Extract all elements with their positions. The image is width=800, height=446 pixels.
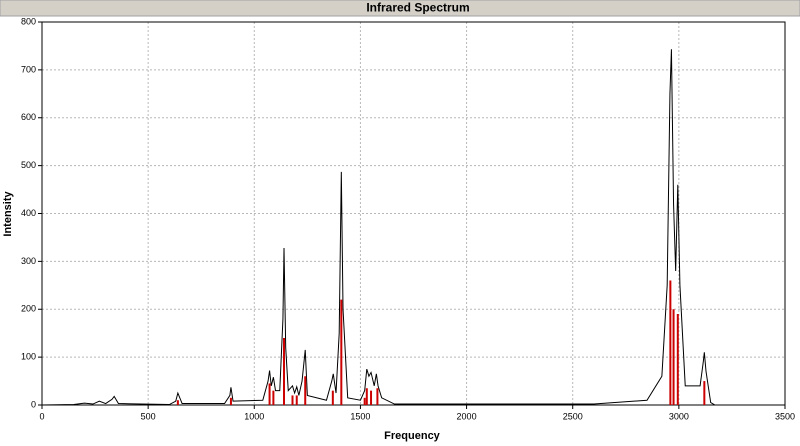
- x-axis-label: Frequency: [384, 430, 441, 442]
- y-tick-label: 600: [21, 112, 36, 122]
- x-tick-label: 500: [141, 411, 156, 421]
- chart-title: Infrared Spectrum: [366, 1, 469, 15]
- x-tick-label: 1500: [350, 411, 370, 421]
- y-tick-label: 300: [21, 256, 36, 266]
- y-tick-label: 200: [21, 304, 36, 314]
- y-tick-label: 400: [21, 208, 36, 218]
- y-tick-label: 700: [21, 64, 36, 74]
- title-bar: [0, 0, 800, 17]
- x-tick-label: 0: [39, 411, 44, 421]
- y-tick-label: 0: [31, 399, 36, 409]
- plot-frame: [41, 21, 786, 406]
- x-tick-label: 3000: [669, 411, 689, 421]
- y-tick-label: 100: [21, 352, 36, 362]
- x-tick-label: 2500: [563, 411, 583, 421]
- y-tick-label: 500: [21, 160, 36, 170]
- x-tick-label: 2000: [457, 411, 477, 421]
- plot-area: 0 100 200 300 400 500 600 700 800 0 500 1000 1500 200…: [21, 16, 795, 421]
- y-tick-label: 800: [21, 16, 36, 26]
- y-axis-label: Intensity: [2, 191, 14, 237]
- x-tick-label: 3500: [775, 411, 795, 421]
- spectrum-line: [41, 49, 716, 406]
- x-tick-label: 1000: [244, 411, 264, 421]
